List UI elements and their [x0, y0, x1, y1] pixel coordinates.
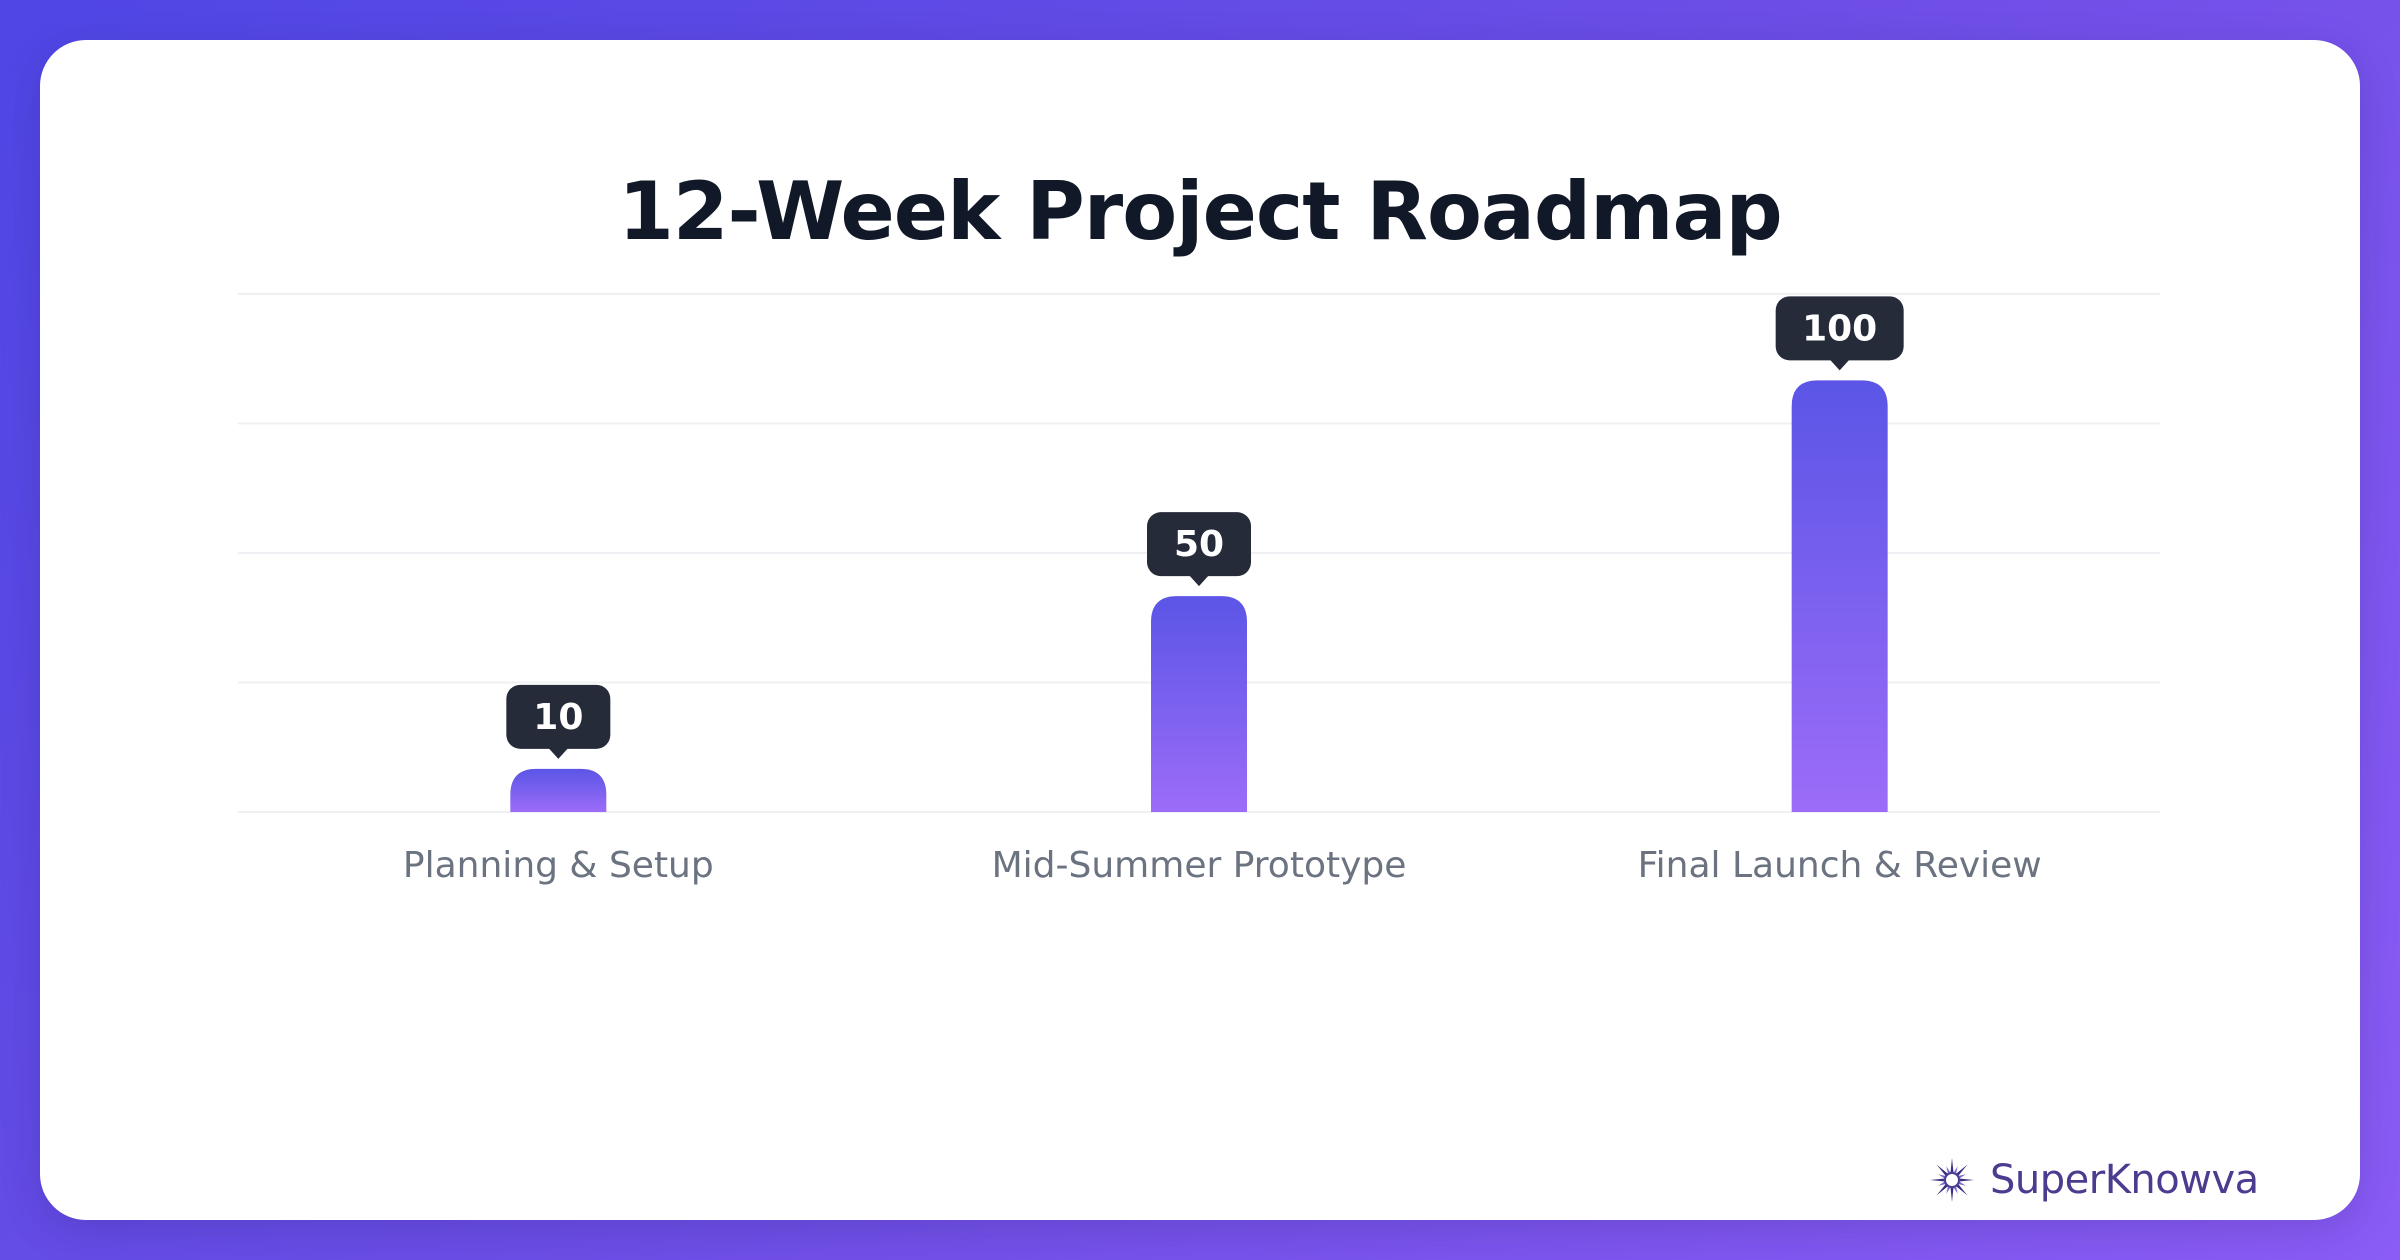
data-label-text: 100: [1802, 308, 1877, 349]
category-label: Final Launch & Review: [1638, 845, 2042, 886]
bars: [510, 380, 1888, 812]
data-label-text: 50: [1174, 524, 1224, 565]
brand: SuperKnowva: [1928, 1150, 2259, 1210]
category-label: Planning & Setup: [403, 845, 714, 886]
chart-title: 12-Week Project Roadmap: [618, 165, 1783, 258]
data-label: 10: [506, 684, 611, 759]
category-labels: Planning & Setup Mid-Summer Prototype Fina…: [403, 845, 2042, 886]
category-label: Mid-Summer Prototype: [992, 845, 1407, 886]
data-label: 50: [1147, 512, 1251, 587]
data-label: 100: [1775, 296, 1904, 371]
bar: [1151, 596, 1247, 812]
brand-name: SuperKnowva: [1990, 1157, 2259, 1203]
starburst-logo-icon: [1930, 1158, 1974, 1202]
data-labels: 10 50 100: [506, 296, 1904, 759]
bar: [510, 768, 607, 812]
data-label-text: 10: [533, 697, 583, 738]
bar: [1791, 380, 1888, 812]
